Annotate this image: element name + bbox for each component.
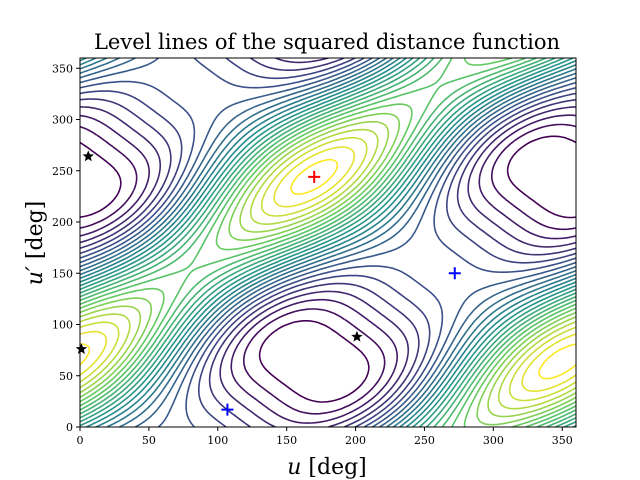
y-tick-label: 200 <box>52 216 73 229</box>
y-axis-label-unit: [deg] <box>23 201 48 266</box>
x-tick-label: 0 <box>77 434 84 447</box>
y-tick-label: 50 <box>59 370 73 383</box>
y-tick-label: 0 <box>66 421 73 434</box>
blue-plus-marker <box>221 403 234 416</box>
x-axis-label: u [deg] <box>287 455 367 480</box>
contour-line <box>80 58 576 427</box>
star-marker <box>351 330 363 342</box>
contour-line <box>80 58 576 427</box>
contour-lines <box>80 58 576 427</box>
x-axis-label-unit: [deg] <box>301 455 366 480</box>
y-tick-label: 300 <box>52 114 73 127</box>
contour-line <box>80 112 576 426</box>
contour-line <box>80 58 576 427</box>
y-axis-label-var: u′ <box>23 266 48 285</box>
red-plus-marker <box>308 170 321 183</box>
contour-line <box>80 135 576 403</box>
contour-line <box>80 120 576 418</box>
contour-line <box>80 58 576 427</box>
x-axis: 0 50 100 150 200 250 300 350 <box>77 427 573 447</box>
star-marker <box>75 343 88 354</box>
contour-line <box>80 58 576 427</box>
blue-plus-marker <box>448 267 461 280</box>
contour-line <box>80 158 576 380</box>
x-tick-label: 50 <box>142 434 156 447</box>
chart-title: Level lines of the squared distance func… <box>94 30 560 54</box>
contour-line <box>80 58 576 427</box>
x-axis-label-var: u <box>287 455 301 480</box>
contour-line <box>80 114 576 424</box>
x-tick-label: 200 <box>345 434 366 447</box>
x-tick-label: 350 <box>552 434 573 447</box>
contour-line <box>80 58 576 427</box>
y-tick-label: 150 <box>52 267 73 280</box>
star-marker <box>82 150 94 162</box>
contour-line <box>80 123 576 415</box>
plot-frame <box>79 57 577 428</box>
contour-line <box>80 58 576 427</box>
x-tick-label: 100 <box>207 434 228 447</box>
contour-line <box>80 58 576 427</box>
markers <box>75 150 461 416</box>
contour-line <box>80 128 576 410</box>
x-tick-label: 250 <box>414 434 435 447</box>
y-axis-label: u′ [deg] <box>23 201 48 286</box>
contour-line <box>80 146 576 392</box>
x-tick-label: 150 <box>276 434 297 447</box>
y-tick-label: 350 <box>52 62 73 75</box>
contour-line <box>80 136 576 402</box>
contour-line <box>80 58 576 427</box>
y-tick-label: 250 <box>52 165 73 178</box>
x-tick-label: 300 <box>483 434 504 447</box>
contour-line <box>80 58 576 427</box>
y-tick-label: 100 <box>52 319 73 332</box>
y-axis: 0 50 100 150 200 250 300 350 <box>52 62 80 434</box>
